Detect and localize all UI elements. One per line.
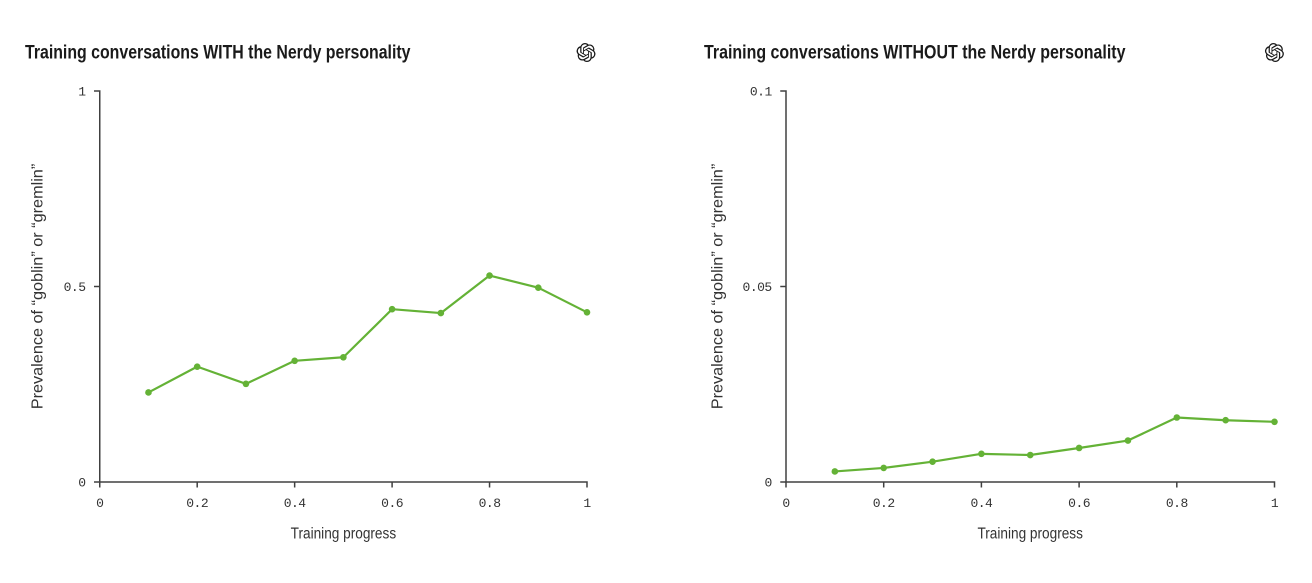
svg-text:1: 1: [583, 496, 591, 511]
svg-text:0.2: 0.2: [873, 496, 895, 511]
svg-text:1: 1: [78, 85, 86, 100]
svg-text:0.1: 0.1: [750, 85, 773, 100]
svg-text:0.6: 0.6: [1068, 496, 1090, 511]
svg-text:0: 0: [764, 476, 771, 491]
svg-text:0: 0: [782, 496, 789, 511]
svg-text:Prevalence of “goblin” or “gre: Prevalence of “goblin” or “gremlin”: [710, 164, 727, 410]
svg-text:0.6: 0.6: [381, 496, 403, 511]
svg-text:0.4: 0.4: [284, 496, 307, 511]
svg-text:Training conversations WITHOUT: Training conversations WITHOUT the Nerdy…: [704, 43, 1126, 64]
svg-text:Training conversations WITH th: Training conversations WITH the Nerdy pe…: [25, 43, 411, 64]
svg-text:0.8: 0.8: [1166, 496, 1188, 511]
svg-text:0.2: 0.2: [186, 496, 208, 511]
svg-text:0: 0: [96, 496, 103, 511]
svg-text:0: 0: [78, 476, 85, 491]
svg-text:Prevalence of “goblin” or “gre: Prevalence of “goblin” or “gremlin”: [30, 164, 47, 410]
svg-text:1: 1: [1271, 496, 1279, 511]
svg-text:Training progress: Training progress: [291, 525, 397, 542]
svg-text:Training progress: Training progress: [977, 525, 1083, 542]
svg-text:0.5: 0.5: [64, 280, 86, 295]
svg-text:0.8: 0.8: [479, 496, 501, 511]
svg-text:0.4: 0.4: [970, 496, 993, 511]
svg-text:0.05: 0.05: [743, 280, 772, 295]
